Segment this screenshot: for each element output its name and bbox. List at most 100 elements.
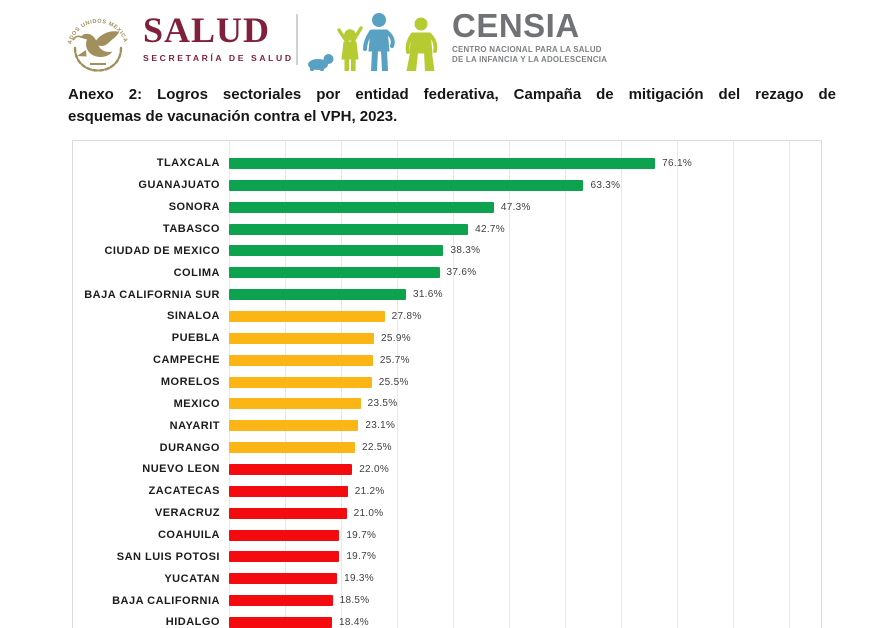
value-label: 19.7% [346,529,377,541]
value-bar [229,310,385,322]
value-bar [229,376,372,388]
value-bar [229,179,584,191]
state-label: SONORA [168,201,220,214]
censia-subtitle-line1: CENTRO NACIONAL PARA LA SALUD [452,45,602,54]
value-bar [229,420,359,432]
state-label: TLAXCALA [156,157,220,170]
state-label: MEXICO [173,397,220,410]
state-label: CIUDAD DE MEXICO [104,244,220,257]
value-bar [229,442,355,454]
gridline [677,141,678,628]
state-label: YUCATAN [164,572,220,585]
bar-chart: TLAXCALA 76.1% GUANAJUATO 63.3% SONORA 47.3% T… [72,140,822,628]
salud-subtitle: SECRETARÍA DE SALUD [143,53,294,63]
state-label: BAJA CALIFORNIA SUR [84,288,220,301]
value-label: 27.8% [391,310,422,322]
state-label: ZACATECAS [148,485,220,498]
chart-row: CAMPECHE 25.7% [73,349,821,371]
gridline [789,141,790,628]
state-label: DURANGO [159,441,220,454]
chart-row: YUCATAN 19.3% [73,568,821,590]
chart-row: MORELOS 25.5% [73,371,821,393]
chart-row: TABASCO 42.7% [73,218,821,240]
chart-row: VERACRUZ 21.0% [73,502,821,524]
value-label: 47.3% [500,201,531,213]
value-label: 22.0% [359,463,390,475]
value-label: 76.1% [662,157,693,169]
value-label: 18.5% [339,595,370,607]
value-bar [229,595,333,607]
logo-divider [296,14,298,65]
censia-figures-icon [308,13,438,71]
salud-logo: SALUD SECRETARÍA DE SALUD [143,12,294,63]
gridline [621,141,622,628]
value-bar [229,507,347,519]
value-label: 23.1% [365,420,396,432]
gridline [453,141,454,628]
state-label: NAYARIT [169,419,220,432]
chart-row: TLAXCALA 76.1% [73,153,821,175]
value-label: 22.5% [362,442,392,454]
state-label: NUEVO LEON [142,463,220,476]
chart-row: COLIMA 37.6% [73,262,821,284]
title-line-1: Anexo 2: Logros sectoriales por entidad … [68,86,836,103]
chart-row: BAJA CALIFORNIA SUR 31.6% [73,284,821,306]
value-bar [229,463,353,475]
chart-row: PUEBLA 25.9% [73,327,821,349]
censia-subtitle-line2: DE LA INFANCIA Y LA ADOLESCENCIA [452,55,608,65]
value-label: 25.7% [379,354,410,366]
value-bar [229,223,469,235]
value-label: 23.5% [367,398,398,410]
value-bar [229,573,338,585]
chart-row: GUANAJUATO 63.3% [73,174,821,196]
chart-row: SONORA 47.3% [73,196,821,218]
state-label: PUEBLA [171,332,220,345]
state-label: HIDALGO [165,616,220,628]
chart-row: MEXICO 23.5% [73,393,821,415]
chart-row: ZACATECAS 21.2% [73,480,821,502]
value-bar [229,485,348,497]
value-label: 18.4% [339,616,369,628]
chart-row: SAN LUIS POTOSI 19.7% [73,546,821,568]
state-label: BAJA CALIFORNIA [112,594,220,607]
value-label: 63.3% [590,179,621,191]
document-title: Anexo 2: Logros sectoriales por entidad … [68,84,836,128]
gridline [565,141,566,628]
value-bar [229,157,656,169]
state-label: VERACRUZ [154,507,220,520]
value-label: 25.9% [381,332,411,344]
chart-row: NUEVO LEON 22.0% [73,459,821,481]
chart-row: SINALOA 27.8% [73,306,821,328]
state-label: GUANAJUATO [138,179,220,192]
value-bar [229,201,494,213]
chart-row: CIUDAD DE MEXICO 38.3% [73,240,821,262]
chart-row: COAHUILA 19.7% [73,524,821,546]
state-label: CAMPECHE [153,354,220,367]
chart-row: BAJA CALIFORNIA 18.5% [73,590,821,612]
value-label: 21.0% [353,507,384,519]
value-label: 19.7% [346,551,377,563]
value-label: 21.2% [354,485,385,497]
value-label: 19.3% [344,573,374,585]
value-bar [229,551,340,563]
state-label: TABASCO [162,223,220,235]
value-bar [229,332,375,344]
state-label: SINALOA [167,310,220,323]
censia-logo: CENSIA CENTRO NACIONAL PARA LA SALUD DE … [452,9,607,66]
value-bar [229,616,333,628]
chart-row: DURANGO 22.5% [73,437,821,459]
value-label: 31.6% [412,289,443,301]
chart-rows: TLAXCALA 76.1% GUANAJUATO 63.3% SONORA 47.3% T… [73,141,821,628]
state-label: COLIMA [173,266,220,279]
value-bar [229,529,340,541]
value-label: 37.6% [446,267,477,279]
value-bar [229,289,406,301]
value-bar [229,267,440,279]
title-line-2: esquemas de vacunación contra el VPH, 20… [68,108,398,125]
salud-wordmark: SALUD [143,10,271,50]
censia-wordmark: CENSIA [452,7,580,44]
gridline [397,141,398,628]
state-label: SAN LUIS POTOSI [116,550,220,563]
gridline [733,141,734,628]
